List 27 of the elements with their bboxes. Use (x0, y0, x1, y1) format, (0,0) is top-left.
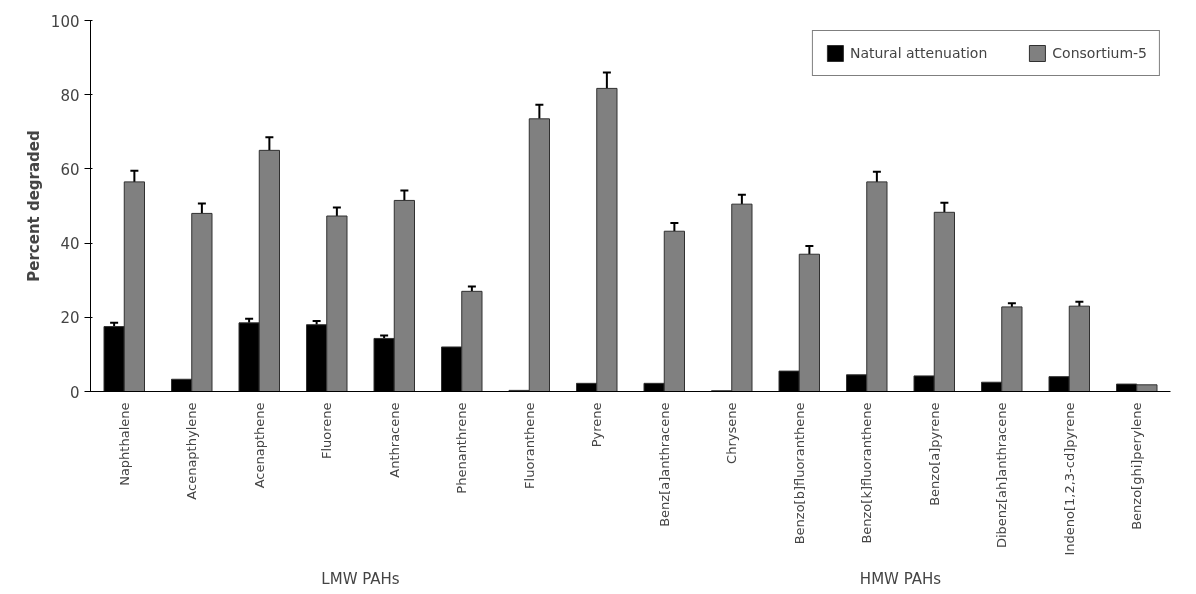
y-tick-label: 0 (69, 383, 80, 402)
legend-label: Consortium-5 (1052, 45, 1147, 61)
x-tick-label: Pyrene (589, 402, 605, 448)
x-tick-label: Fluorene (319, 402, 335, 460)
x-tick-label: Acenapthene (251, 402, 267, 489)
y-axis-title: Percent degraded (24, 130, 43, 282)
y-tick-label: 100 (50, 12, 80, 31)
x-tick-label: Benz[a]anthracene (656, 402, 672, 527)
x-tick-label: Benzo[a]pyrene (926, 402, 942, 506)
x-tick-label: Fluoranthene (521, 402, 537, 489)
legend-label: Natural attenuation (849, 45, 988, 61)
y-tick-label: 20 (60, 309, 80, 328)
x-tick-label: Benzo[ghi]perylene (1129, 402, 1145, 530)
x-tick-label: Naphthalene (116, 402, 132, 486)
x-tick-label: Phenanthrene (454, 402, 470, 494)
text: LMW PAHs (321, 569, 400, 588)
x-tick-label: Dibenz[ah]anthracene (994, 402, 1010, 549)
x-tick-label: Benzo[b]fluoranthene (791, 402, 807, 545)
text: HMW PAHs (859, 569, 942, 588)
y-tick-label: 80 (60, 86, 80, 105)
x-tick-label: Indeno[1,2,3-cd]pyrene (1061, 402, 1077, 556)
x-tick-label: Anthracene (386, 402, 402, 478)
y-tick-label: 40 (60, 235, 80, 254)
x-tick-label: Acenapthylene (184, 402, 200, 500)
x-tick-label: Benzo[k]fluoranthene (859, 402, 875, 544)
y-tick-label: 60 (60, 160, 80, 179)
x-tick-label: Chrysene (724, 402, 740, 464)
